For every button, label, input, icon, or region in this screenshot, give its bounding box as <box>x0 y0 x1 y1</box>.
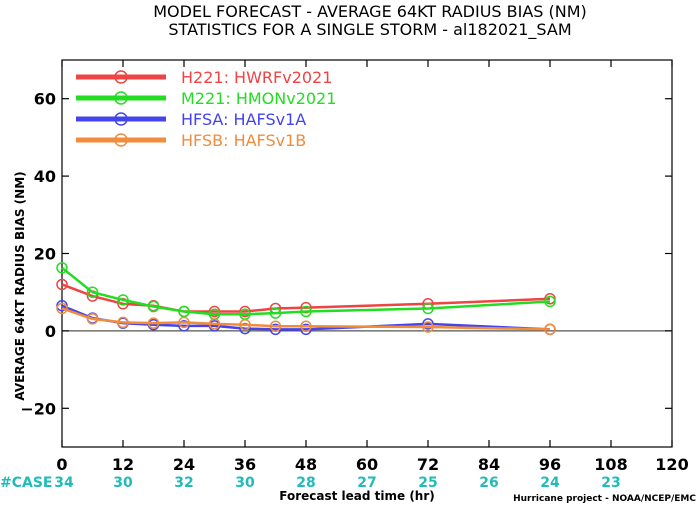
legend-label: M221: HMONv2021 <box>181 89 336 108</box>
case-count: 26 <box>479 475 498 491</box>
legend-label: H221: HWRFv2021 <box>181 68 332 87</box>
y-axis-label: AVERAGE 64KT RADIUS BIAS (NM) <box>13 171 27 400</box>
x-tick-label: 60 <box>356 455 378 474</box>
case-count: 23 <box>601 475 620 491</box>
credit-text: Hurricane project - NOAA/NCEP/EMC <box>513 494 696 504</box>
series-point <box>239 318 251 331</box>
x-tick-label: 48 <box>295 455 317 474</box>
series-point <box>544 295 556 308</box>
series-point <box>117 294 129 306</box>
series-point <box>56 278 68 291</box>
series-point <box>178 316 190 329</box>
x-tick-label: 84 <box>478 455 500 474</box>
series-line <box>61 307 551 331</box>
y-tick-label: 40 <box>34 167 56 186</box>
y-tick-label: 20 <box>34 245 56 264</box>
case-count: 24 <box>540 475 560 491</box>
y-tick-label: 0 <box>45 322 56 341</box>
legend-swatch-marker <box>114 91 128 105</box>
series-point <box>56 262 68 274</box>
case-count: 34 <box>54 475 74 491</box>
series-point <box>269 307 282 319</box>
x-tick-label: 36 <box>234 455 256 474</box>
case-count: 30 <box>113 475 133 491</box>
case-count: 25 <box>418 475 437 491</box>
series-point <box>269 323 282 336</box>
x-axis-label: Forecast lead time (hr) <box>279 489 435 503</box>
x-tick-label: 24 <box>173 455 195 474</box>
series-point <box>117 316 129 329</box>
x-tick-label: 96 <box>539 455 561 474</box>
series-point <box>544 323 556 336</box>
y-tick-label: −20 <box>20 399 56 418</box>
chart-title-line2: STATISTICS FOR A SINGLE STORM - al182021… <box>168 20 571 40</box>
series-point <box>422 318 434 330</box>
series-point <box>208 318 221 330</box>
series-point <box>86 313 99 325</box>
legend-label: HFSA: HAFSv1A <box>181 110 306 129</box>
plot-area: 0 12 24 36 48 60 72 84 96 108 120 −20 0 20 40 60 #CASE 34… <box>0 59 689 491</box>
case-row-label: #CASE <box>0 475 53 491</box>
x-tick-label: 108 <box>594 455 627 474</box>
case-count: 27 <box>357 475 376 491</box>
legend-swatch-marker <box>114 133 128 147</box>
series-point <box>269 320 282 333</box>
case-count: 32 <box>174 475 193 491</box>
series-line <box>61 283 551 313</box>
y-tick-label: 60 <box>34 90 56 109</box>
legend-label: HFSB: HAFSv1B <box>181 131 306 150</box>
x-tick-label: 12 <box>112 455 134 474</box>
series-point <box>178 320 190 332</box>
series-point <box>300 323 312 336</box>
series-point <box>147 300 160 313</box>
series-point <box>422 302 434 315</box>
series-point <box>147 317 160 329</box>
case-count: 30 <box>235 475 255 491</box>
legend-swatch-marker <box>114 112 128 126</box>
series-point <box>56 302 68 315</box>
case-count: 28 <box>296 475 315 491</box>
series-point <box>86 286 99 298</box>
series-point <box>300 320 312 333</box>
x-tick-label: 72 <box>417 455 439 474</box>
x-tick-label: 120 <box>655 455 688 474</box>
chart-title-line1: MODEL FORECAST - AVERAGE 64KT RADIUS BIA… <box>153 2 587 21</box>
legend-swatch-marker <box>114 70 128 84</box>
x-tick-label: 0 <box>56 455 67 474</box>
series-point <box>422 321 434 333</box>
series-point <box>178 305 190 318</box>
series-line <box>61 266 551 316</box>
series-point <box>300 305 312 318</box>
